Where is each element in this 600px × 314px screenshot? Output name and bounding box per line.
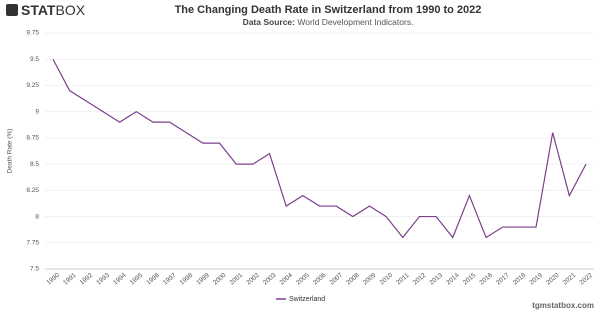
- x-tick-label: 1998: [179, 272, 195, 287]
- logo-text: STATBOX: [21, 2, 86, 18]
- x-tick-label: 2010: [378, 272, 394, 287]
- y-tick-label: 7.75: [26, 239, 39, 246]
- x-tick-label: 2017: [495, 272, 511, 287]
- x-tick-label: 2016: [478, 272, 494, 287]
- x-tick-label: 1994: [112, 272, 128, 287]
- y-tick-label: 8.5: [30, 161, 39, 168]
- y-axis-label: Death Rate (%): [7, 129, 14, 174]
- x-tick-label: 2015: [462, 272, 478, 287]
- legend-label: Switzerland: [289, 296, 325, 303]
- x-tick-label: 2002: [245, 272, 261, 287]
- logo-bold: STAT: [21, 2, 56, 18]
- x-tick-label: 1990: [45, 272, 61, 287]
- logo-icon: [6, 4, 18, 16]
- x-tick-label: 2006: [312, 272, 328, 287]
- x-tick-label: 2007: [329, 272, 345, 287]
- logo-light: BOX: [55, 2, 85, 18]
- x-tick-label: 2019: [528, 272, 544, 287]
- x-tick-label: 2008: [345, 272, 361, 287]
- x-tick-label: 1992: [79, 272, 95, 287]
- y-tick-label: 9: [35, 108, 39, 115]
- subtitle-text: World Development Indicators.: [297, 17, 413, 27]
- x-tick-label: 1996: [145, 272, 161, 287]
- x-tick-label: 1995: [129, 272, 145, 287]
- x-tick-label: 2014: [445, 272, 461, 287]
- x-tick-label: 1997: [162, 272, 178, 287]
- x-tick-label: 2011: [395, 272, 411, 287]
- logo: STATBOX: [6, 2, 86, 18]
- x-tick-label: 2013: [428, 272, 444, 287]
- x-tick-label: 1993: [95, 272, 111, 287]
- x-tick-label: 2000: [212, 272, 228, 287]
- x-tick-label: 2021: [562, 272, 578, 287]
- y-tick-label: 8: [35, 213, 39, 220]
- x-tick-label: 1999: [195, 272, 211, 287]
- x-tick-label: 1991: [62, 272, 78, 287]
- y-tick-label: 7.5: [30, 266, 39, 273]
- line: [52, 58, 587, 239]
- x-tick-label: 2018: [512, 272, 528, 287]
- x-tick-label: 2012: [412, 272, 428, 287]
- x-tick-label: 2022: [578, 272, 594, 287]
- footer: tgmstatbox.com: [532, 301, 594, 310]
- y-tick-label: 9.5: [30, 56, 39, 63]
- x-tick-label: 2009: [362, 272, 378, 287]
- x-tick-label: 2005: [295, 272, 311, 287]
- y-tick-label: 8.25: [26, 187, 39, 194]
- y-tick-label: 9.25: [26, 82, 39, 89]
- x-tick-label: 2004: [279, 272, 295, 287]
- x-tick-label: 2001: [229, 272, 245, 287]
- chart-title: The Changing Death Rate in Switzerland f…: [175, 4, 482, 16]
- subtitle: Data Source: World Development Indicator…: [243, 17, 414, 27]
- subtitle-label: Data Source:: [243, 17, 296, 27]
- y-tick-label: 8.75: [26, 135, 39, 142]
- x-tick-label: 2003: [262, 272, 278, 287]
- y-tick-label: 9.75: [26, 30, 39, 37]
- x-tick-label: 2020: [545, 272, 561, 287]
